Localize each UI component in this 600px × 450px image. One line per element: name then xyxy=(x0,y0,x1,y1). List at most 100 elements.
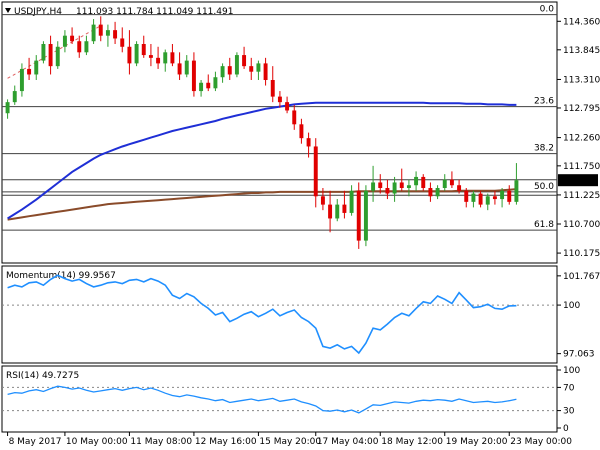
candle-body xyxy=(363,190,368,241)
time-tick-label: 11 May 08:00 xyxy=(130,437,192,447)
time-tick-label: 10 May 00:00 xyxy=(66,437,128,447)
triangle-down-icon[interactable] xyxy=(5,8,11,13)
fib-level-label: 0.0 xyxy=(540,5,555,15)
candle-body xyxy=(428,188,433,197)
fib-level-label: 23.6 xyxy=(534,97,554,107)
time-tick-label: 8 May 2017 xyxy=(9,437,62,447)
candle-body xyxy=(414,176,419,186)
candle-body xyxy=(507,190,512,202)
momentum-axis: 101.7673 100 97.063 xyxy=(557,272,600,360)
candle-body xyxy=(320,196,325,205)
candle-body xyxy=(277,96,282,103)
candle-body xyxy=(299,124,304,139)
candle-body xyxy=(156,57,161,64)
ohlc-values: 111.093 111.784 111.049 111.491 xyxy=(76,7,233,17)
fib-level-label: 61.8 xyxy=(534,220,554,230)
candle-body xyxy=(134,44,139,64)
fib-level-label: 50.0 xyxy=(534,182,554,192)
candle-body xyxy=(335,204,340,219)
time-tick-label: 15 May 20:00 xyxy=(259,437,321,447)
candle-body xyxy=(91,24,96,42)
candle-body xyxy=(406,185,411,188)
time-tick-label: 12 May 16:00 xyxy=(195,437,257,447)
candle-body xyxy=(70,35,75,42)
time-tick-label: 17 May 04:00 xyxy=(317,437,379,447)
candle-body xyxy=(84,41,89,53)
price-panel-frame xyxy=(1,1,558,264)
time-tick-label: 23 May 00:00 xyxy=(510,437,572,447)
candle-body xyxy=(113,30,118,39)
candle-body xyxy=(435,188,440,197)
price-tick-label: 110.175 xyxy=(563,249,600,259)
candle-body xyxy=(213,77,218,89)
candle-body xyxy=(220,66,225,78)
rsi-tick-label: 100 xyxy=(563,366,580,376)
candle-body xyxy=(342,204,347,213)
candle-body xyxy=(163,52,168,64)
candle-body xyxy=(199,82,204,92)
symbol-title: USDJPY,H4 xyxy=(14,7,62,17)
candle-body xyxy=(263,63,268,80)
rsi-tick-label: 30 xyxy=(563,407,575,417)
rsi-tick-label: 0 xyxy=(563,424,569,434)
candle-body xyxy=(127,46,132,64)
candle-body xyxy=(399,182,404,188)
momentum-line xyxy=(2,274,557,355)
momentum-series-line xyxy=(7,274,517,355)
candle-body xyxy=(385,188,390,194)
candle-body xyxy=(191,60,196,92)
candle-body xyxy=(356,190,361,241)
candle-body xyxy=(5,102,10,114)
candle-body xyxy=(148,55,153,58)
candle-body xyxy=(471,193,476,202)
time-axis: 8 May 2017 10 May 00:00 11 May 08:00 12 May… xyxy=(7,432,572,447)
candle-body xyxy=(478,193,483,205)
candle-body xyxy=(249,66,254,72)
candle-body xyxy=(256,63,261,72)
rsi-title: RSI(14) 49.7275 xyxy=(6,371,79,381)
candle-body xyxy=(55,46,60,67)
rsi-axis: 100 70 30 0 xyxy=(557,366,580,434)
time-tick-label: 18 May 12:00 xyxy=(381,437,443,447)
candle-body xyxy=(349,190,354,213)
candle-body xyxy=(206,82,211,89)
candle-body xyxy=(392,182,397,194)
candle-body xyxy=(62,35,67,47)
price-tick-label: 114.360 xyxy=(563,17,600,27)
candle-body xyxy=(141,44,146,56)
price-axis: 114.360 113.845 113.310 112.795 112.260 111.7… xyxy=(557,17,600,259)
candle-body xyxy=(27,68,32,75)
candles xyxy=(5,16,519,249)
price-tick-label: 113.845 xyxy=(563,46,600,56)
rsi-panel-frame xyxy=(1,365,558,433)
candle-body xyxy=(77,41,82,53)
candle-body xyxy=(492,196,497,200)
candle-body xyxy=(457,185,462,191)
candle-body xyxy=(242,55,247,67)
candle-body xyxy=(48,44,53,67)
candle-body xyxy=(19,68,24,92)
fib-level-label: 38.2 xyxy=(534,144,554,154)
candle-body xyxy=(170,52,175,64)
candle-body xyxy=(421,176,426,188)
candle-body xyxy=(514,180,519,202)
candle-body xyxy=(98,24,103,36)
candle-body xyxy=(485,196,490,205)
current-price-label: 111.491 xyxy=(561,176,598,186)
current-price-box xyxy=(558,174,598,187)
candle-body xyxy=(306,138,311,147)
candle-body xyxy=(500,190,505,200)
candle-body xyxy=(378,182,383,188)
candle-body xyxy=(177,63,182,75)
candle-body xyxy=(371,182,376,191)
price-tick-label: 111.750 xyxy=(563,162,600,172)
rsi-tick-label: 70 xyxy=(563,383,575,393)
candle-body xyxy=(105,30,110,36)
candle-body xyxy=(234,55,239,75)
price-tick-label: 111.225 xyxy=(563,191,600,201)
time-tick-label: 19 May 20:00 xyxy=(446,437,508,447)
candle-body xyxy=(270,80,275,97)
candle-body xyxy=(464,190,469,202)
candle-body xyxy=(12,91,17,103)
